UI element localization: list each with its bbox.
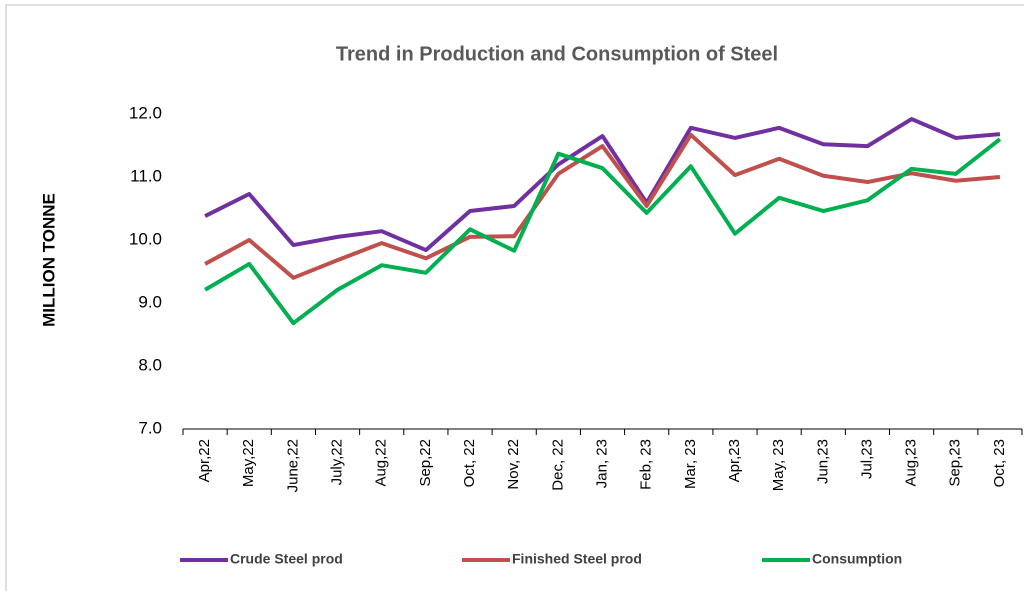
x-tick-label: Dec, 22 (549, 439, 566, 491)
x-tick-label: Nov, 22 (505, 439, 522, 490)
x-tick-label: June,22 (284, 439, 301, 492)
y-tick-label: 9.0 (138, 292, 162, 311)
y-tick-label: 7.0 (138, 418, 162, 437)
x-tick-label: July,22 (329, 439, 346, 485)
x-tick-label: Jan, 23 (593, 439, 610, 488)
x-tick-label: May,22 (240, 439, 257, 487)
series-line (204, 137, 1002, 326)
x-tick-label: Oct, 23 (991, 439, 1008, 487)
y-axis-label: MILLION TONNE (39, 193, 58, 327)
series-line (204, 132, 1001, 280)
x-tick-label: Sep,22 (417, 439, 434, 487)
y-tick-label: 11.0 (130, 166, 162, 185)
x-tick-label: Jul,23 (858, 439, 875, 479)
x-tick-label: Aug,23 (903, 439, 920, 487)
x-tick-label: Sep,23 (947, 439, 964, 487)
chart-title: Trend in Production and Consumption of S… (336, 43, 778, 65)
x-tick-label: Jun,23 (814, 439, 831, 484)
chart-border (5, 4, 1024, 591)
legend-label: Finished Steel prod (512, 551, 642, 567)
x-tick-label: Oct, 22 (461, 439, 478, 487)
x-tick-label: Aug,22 (373, 439, 390, 487)
series-line (204, 117, 1001, 253)
legend-label: Consumption (812, 551, 902, 567)
x-tick-label: Mar, 23 (682, 439, 699, 489)
x-tick-label: Apr,22 (196, 439, 213, 482)
y-tick-label: 10.0 (129, 229, 162, 248)
x-tick-label: May, 23 (770, 439, 787, 491)
x-tick-label: Feb, 23 (638, 439, 655, 490)
y-tick-label: 12.0 (129, 103, 162, 122)
legend-label: Crude Steel prod (230, 551, 343, 567)
x-tick-label: Apr,23 (726, 439, 743, 482)
y-tick-label: 8.0 (138, 355, 162, 374)
